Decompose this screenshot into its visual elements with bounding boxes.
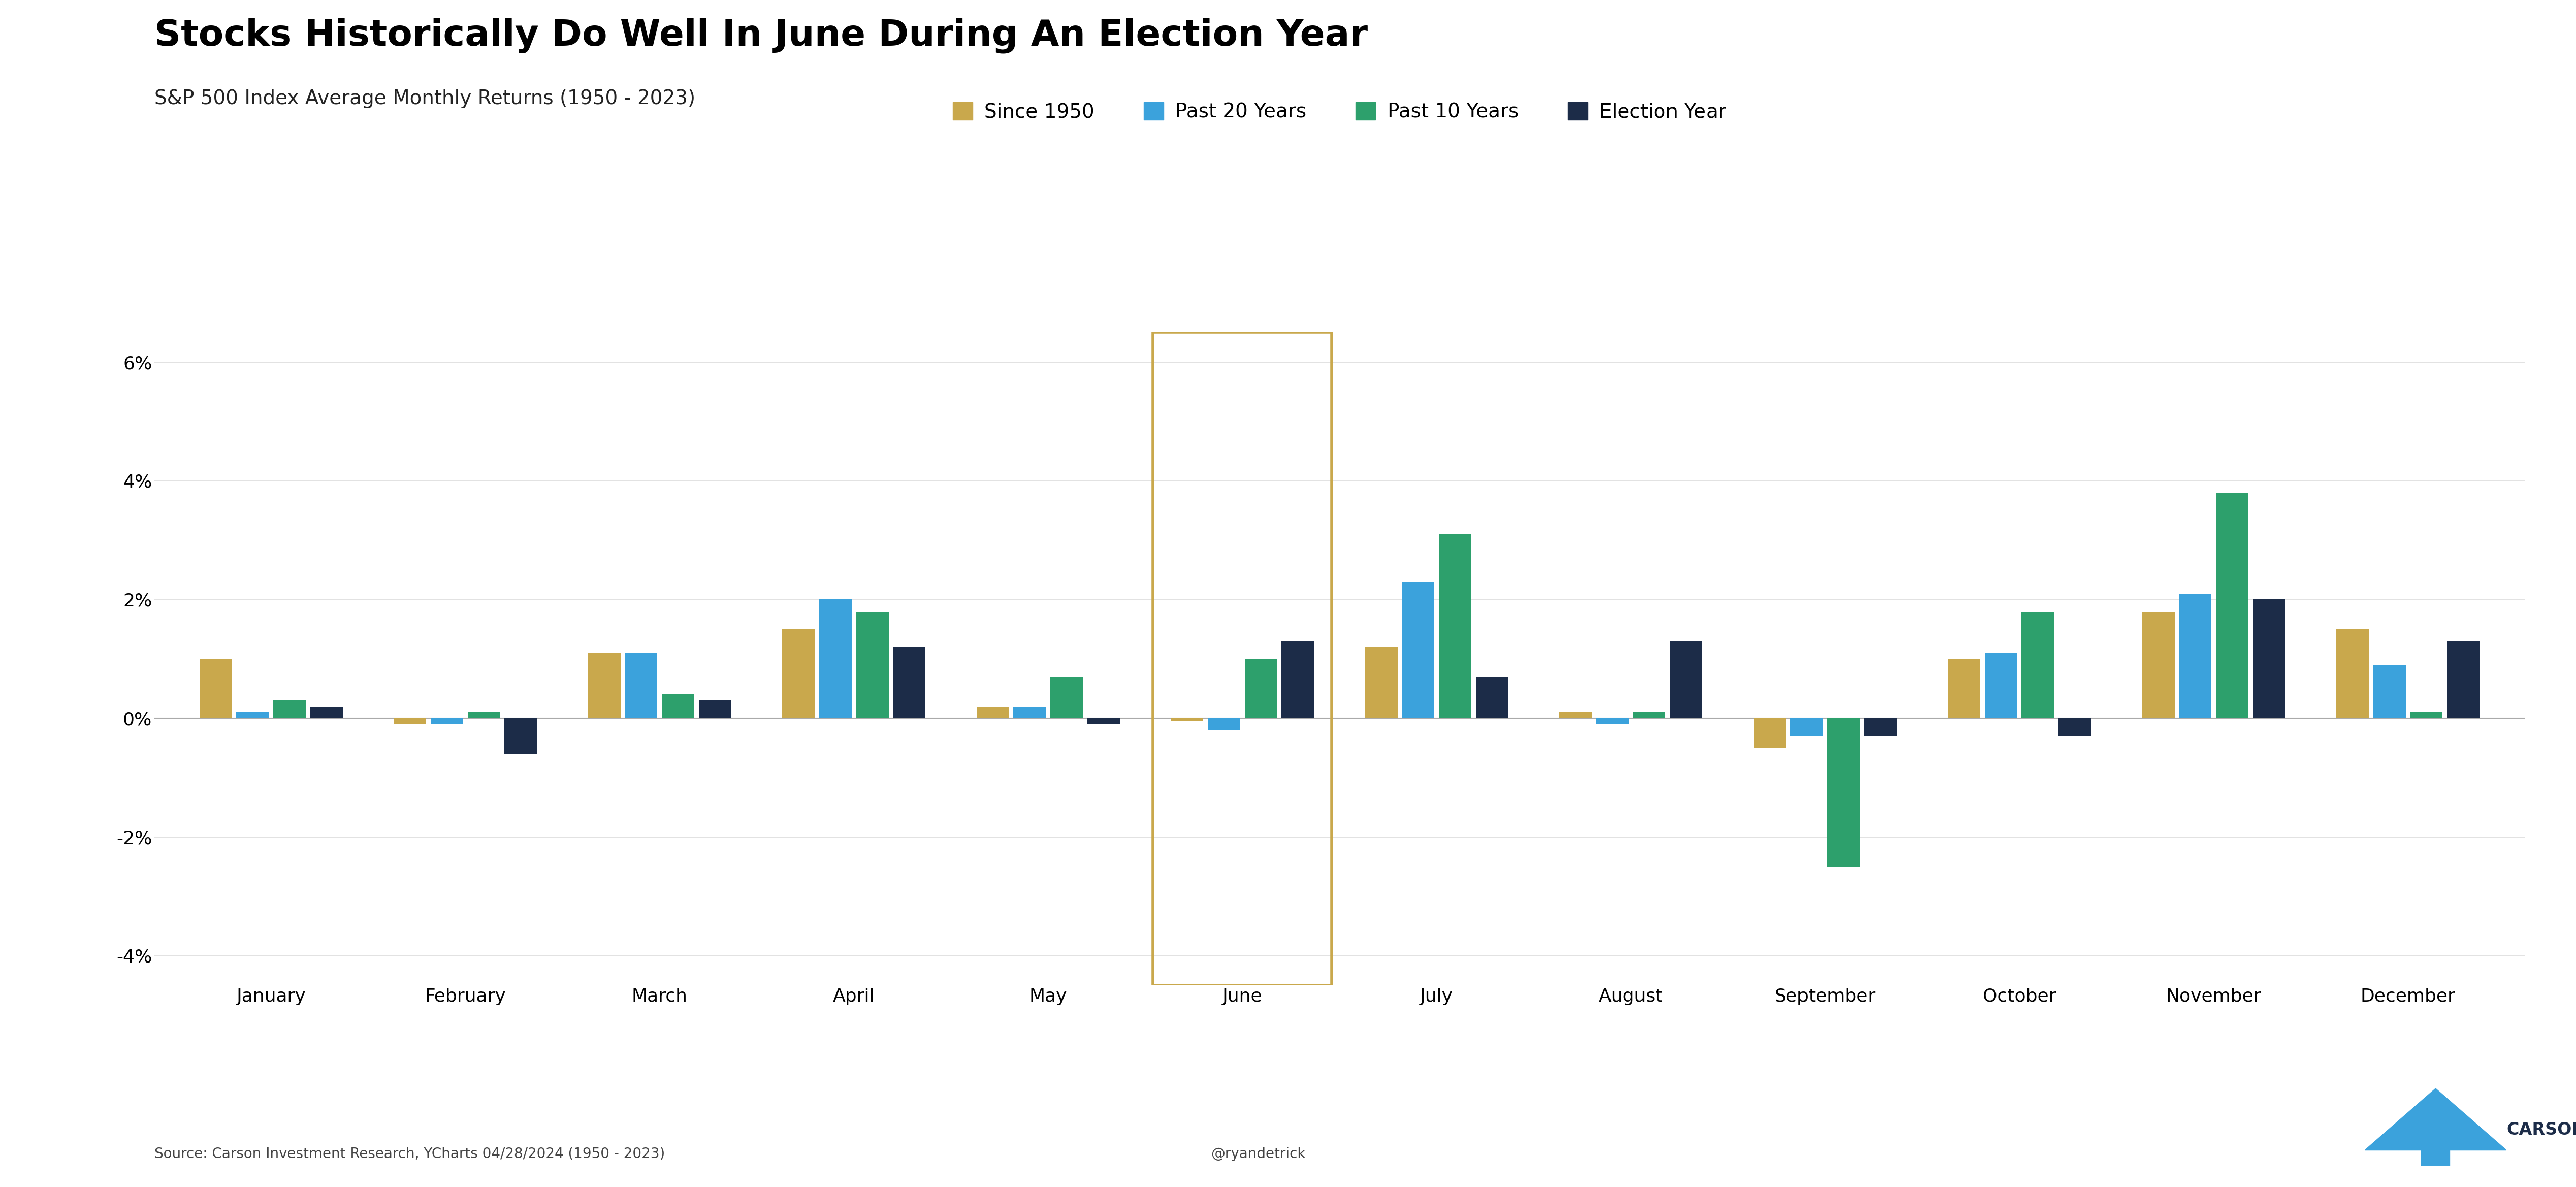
Bar	[1558, 712, 1592, 718]
Bar	[2058, 718, 2092, 736]
Bar	[1633, 712, 1667, 718]
Bar	[1154, 332, 1332, 985]
Bar	[2215, 493, 2249, 718]
Bar	[198, 659, 232, 718]
Bar	[819, 599, 853, 718]
Bar	[2336, 629, 2370, 718]
Bar	[1597, 718, 1628, 724]
Bar	[662, 694, 696, 718]
Bar	[2179, 594, 2210, 718]
Polygon shape	[2365, 1088, 2506, 1166]
Text: S&P 500 Index Average Monthly Returns (1950 - 2023): S&P 500 Index Average Monthly Returns (1…	[155, 89, 696, 108]
Text: CARSON: CARSON	[2506, 1122, 2576, 1138]
Bar	[2254, 599, 2285, 718]
Bar	[1826, 718, 1860, 867]
Bar	[505, 718, 536, 754]
Bar	[1476, 677, 1510, 718]
Bar	[2022, 611, 2053, 718]
Text: Source: Carson Investment Research, YCharts 04/28/2024 (1950 - 2023): Source: Carson Investment Research, YCha…	[155, 1147, 665, 1161]
Bar	[394, 718, 425, 724]
Bar	[626, 653, 657, 718]
Bar	[1440, 534, 1471, 718]
Bar	[1984, 653, 2017, 718]
Bar	[2411, 712, 2442, 718]
Bar	[469, 712, 500, 718]
Bar	[894, 647, 925, 718]
Bar	[1754, 718, 1785, 748]
Bar	[237, 712, 268, 718]
Bar	[2143, 611, 2174, 718]
Bar	[1401, 582, 1435, 718]
Bar	[587, 653, 621, 718]
Bar	[698, 700, 732, 718]
Bar	[1790, 718, 1824, 736]
Bar	[1280, 641, 1314, 718]
Bar	[273, 700, 307, 718]
Legend: Since 1950, Past 20 Years, Past 10 Years, Election Year: Since 1950, Past 20 Years, Past 10 Years…	[945, 94, 1734, 129]
Bar	[2447, 641, 2481, 718]
Text: @ryandetrick: @ryandetrick	[1211, 1147, 1306, 1161]
Bar	[1170, 718, 1203, 721]
Bar	[430, 718, 464, 724]
Bar	[1865, 718, 1896, 736]
Text: Stocks Historically Do Well In June During An Election Year: Stocks Historically Do Well In June Duri…	[155, 18, 1368, 53]
Bar	[976, 706, 1010, 718]
Bar	[1669, 641, 1703, 718]
Bar	[1244, 659, 1278, 718]
Bar	[1947, 659, 1981, 718]
Bar	[783, 629, 814, 718]
Bar	[1087, 718, 1121, 724]
Bar	[1208, 718, 1239, 730]
Bar	[1365, 647, 1399, 718]
Bar	[1012, 706, 1046, 718]
Bar	[2372, 665, 2406, 718]
Bar	[1051, 677, 1082, 718]
Bar	[309, 706, 343, 718]
Bar	[855, 611, 889, 718]
